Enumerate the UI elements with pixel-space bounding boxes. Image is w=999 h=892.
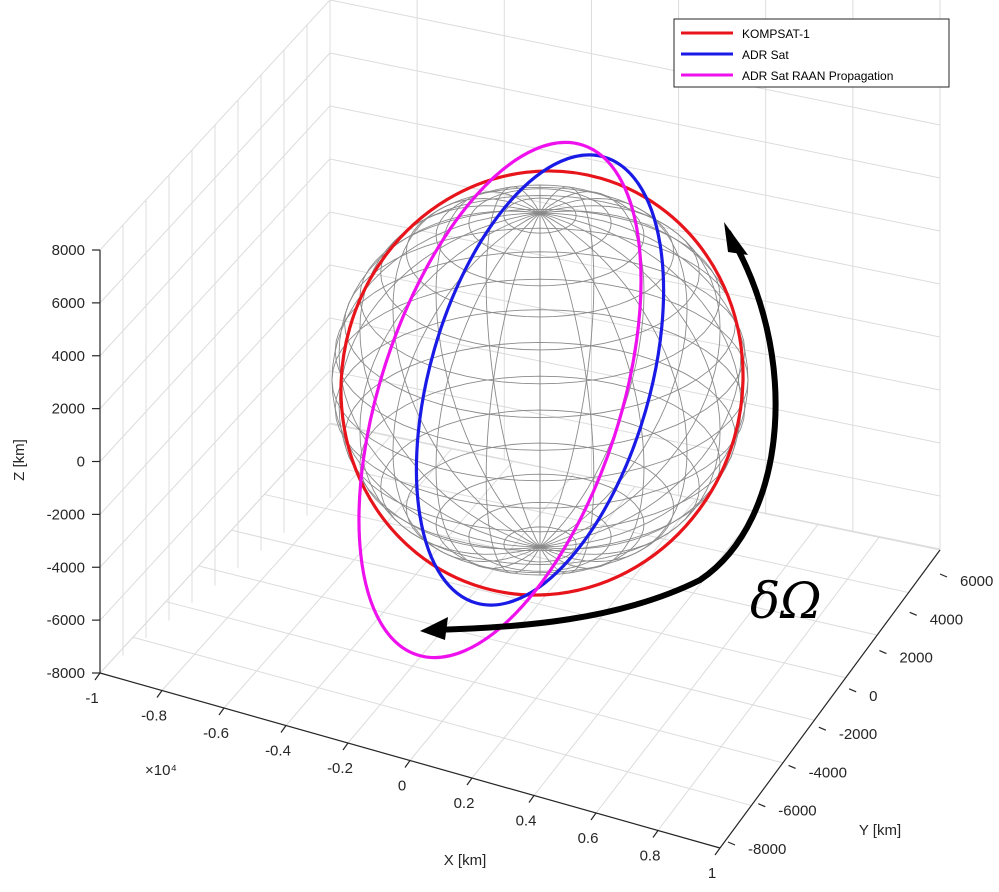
y-tick-mark — [788, 764, 796, 769]
y-tick-label: 6000 — [960, 573, 993, 590]
y-axis-ticks: -8000 -6000 -4000 -2000 0 2000 4000 6000 — [727, 573, 993, 858]
x-tick-label: 0 — [398, 778, 406, 795]
x-tick-mark — [280, 725, 287, 733]
x-axis-multiplier: ×10⁴ — [145, 762, 177, 779]
raan-arrow — [420, 222, 779, 640]
y-tick-label: 4000 — [930, 611, 963, 628]
axis-grid — [99, 0, 941, 849]
z-tick-label: -8000 — [47, 665, 85, 682]
x-tick-label: -0.6 — [203, 725, 229, 742]
z-tick-label: 6000 — [52, 295, 85, 312]
y-axis-label: Y [km] — [859, 822, 901, 839]
x-tick-mark — [218, 707, 225, 716]
y-tick-label: 2000 — [899, 650, 932, 667]
legend-label: ADR Sat RAAN Propagation — [742, 69, 893, 83]
x-tick-label: -0.4 — [265, 743, 291, 760]
x-tick-label: 0.2 — [454, 795, 475, 812]
y-tick-label: -4000 — [809, 764, 847, 781]
x-tick-mark — [528, 795, 535, 803]
y-tick-mark — [879, 650, 887, 655]
z-tick-label: 2000 — [52, 401, 85, 418]
x-tick-mark — [342, 742, 349, 751]
orbit-line — [357, 140, 643, 660]
orbits — [339, 140, 745, 660]
y-tick-label: -8000 — [748, 841, 786, 858]
x-tick-label: 0.6 — [578, 830, 599, 847]
z-tick-label: 8000 — [52, 242, 85, 259]
x-tick-label: -1 — [85, 690, 98, 707]
x-axis-ticks: -1 -0.8 -0.6 -0.4 -0.2 0 0.2 0.4 0.6 0.8 1 — [85, 672, 721, 882]
y-tick-mark — [818, 726, 827, 731]
y-tick-mark — [939, 573, 948, 578]
x-tick-mark — [714, 847, 721, 856]
x-tick-mark — [94, 672, 101, 681]
x-tick-label: 0.4 — [516, 813, 537, 830]
z-axis-label: Z [km] — [11, 439, 28, 481]
y-tick-mark — [909, 611, 917, 616]
y-tick-label: 0 — [869, 688, 877, 705]
x-tick-label: 0.8 — [640, 848, 661, 865]
y-tick-label: -2000 — [839, 726, 877, 743]
x-axis-label: X [km] — [444, 852, 487, 869]
x-tick-mark — [156, 690, 163, 698]
z-tick-label: 0 — [77, 454, 85, 471]
x-tick-label: -0.8 — [141, 708, 167, 725]
y-tick-mark — [848, 688, 857, 693]
y-tick-mark — [727, 841, 736, 846]
z-tick-label: 4000 — [52, 348, 85, 365]
x-tick-label: 1 — [708, 865, 716, 882]
x-tick-label: -0.2 — [327, 760, 353, 777]
z-tick-label: -4000 — [47, 559, 85, 576]
legend-label: KOMPSAT-1 — [742, 27, 810, 41]
z-tick-label: -6000 — [47, 612, 85, 629]
legend-label: ADR Sat — [742, 48, 789, 62]
z-axis-ticks: 8000 6000 4000 2000 0 -2000 -4000 -6000 -8000 — [47, 242, 100, 682]
x-tick-mark — [466, 777, 473, 786]
raan-annotation: δΩ — [750, 572, 822, 630]
legend: KOMPSAT-1 ADR Sat ADR Sat RAAN Propagation — [673, 18, 950, 88]
z-tick-label: -2000 — [47, 506, 85, 523]
x-tick-mark — [652, 830, 659, 838]
x-tick-mark — [404, 760, 411, 768]
orbit-line — [339, 169, 745, 597]
y-tick-mark — [758, 803, 766, 808]
x-tick-mark — [590, 812, 597, 821]
y-tick-label: -6000 — [778, 803, 816, 820]
